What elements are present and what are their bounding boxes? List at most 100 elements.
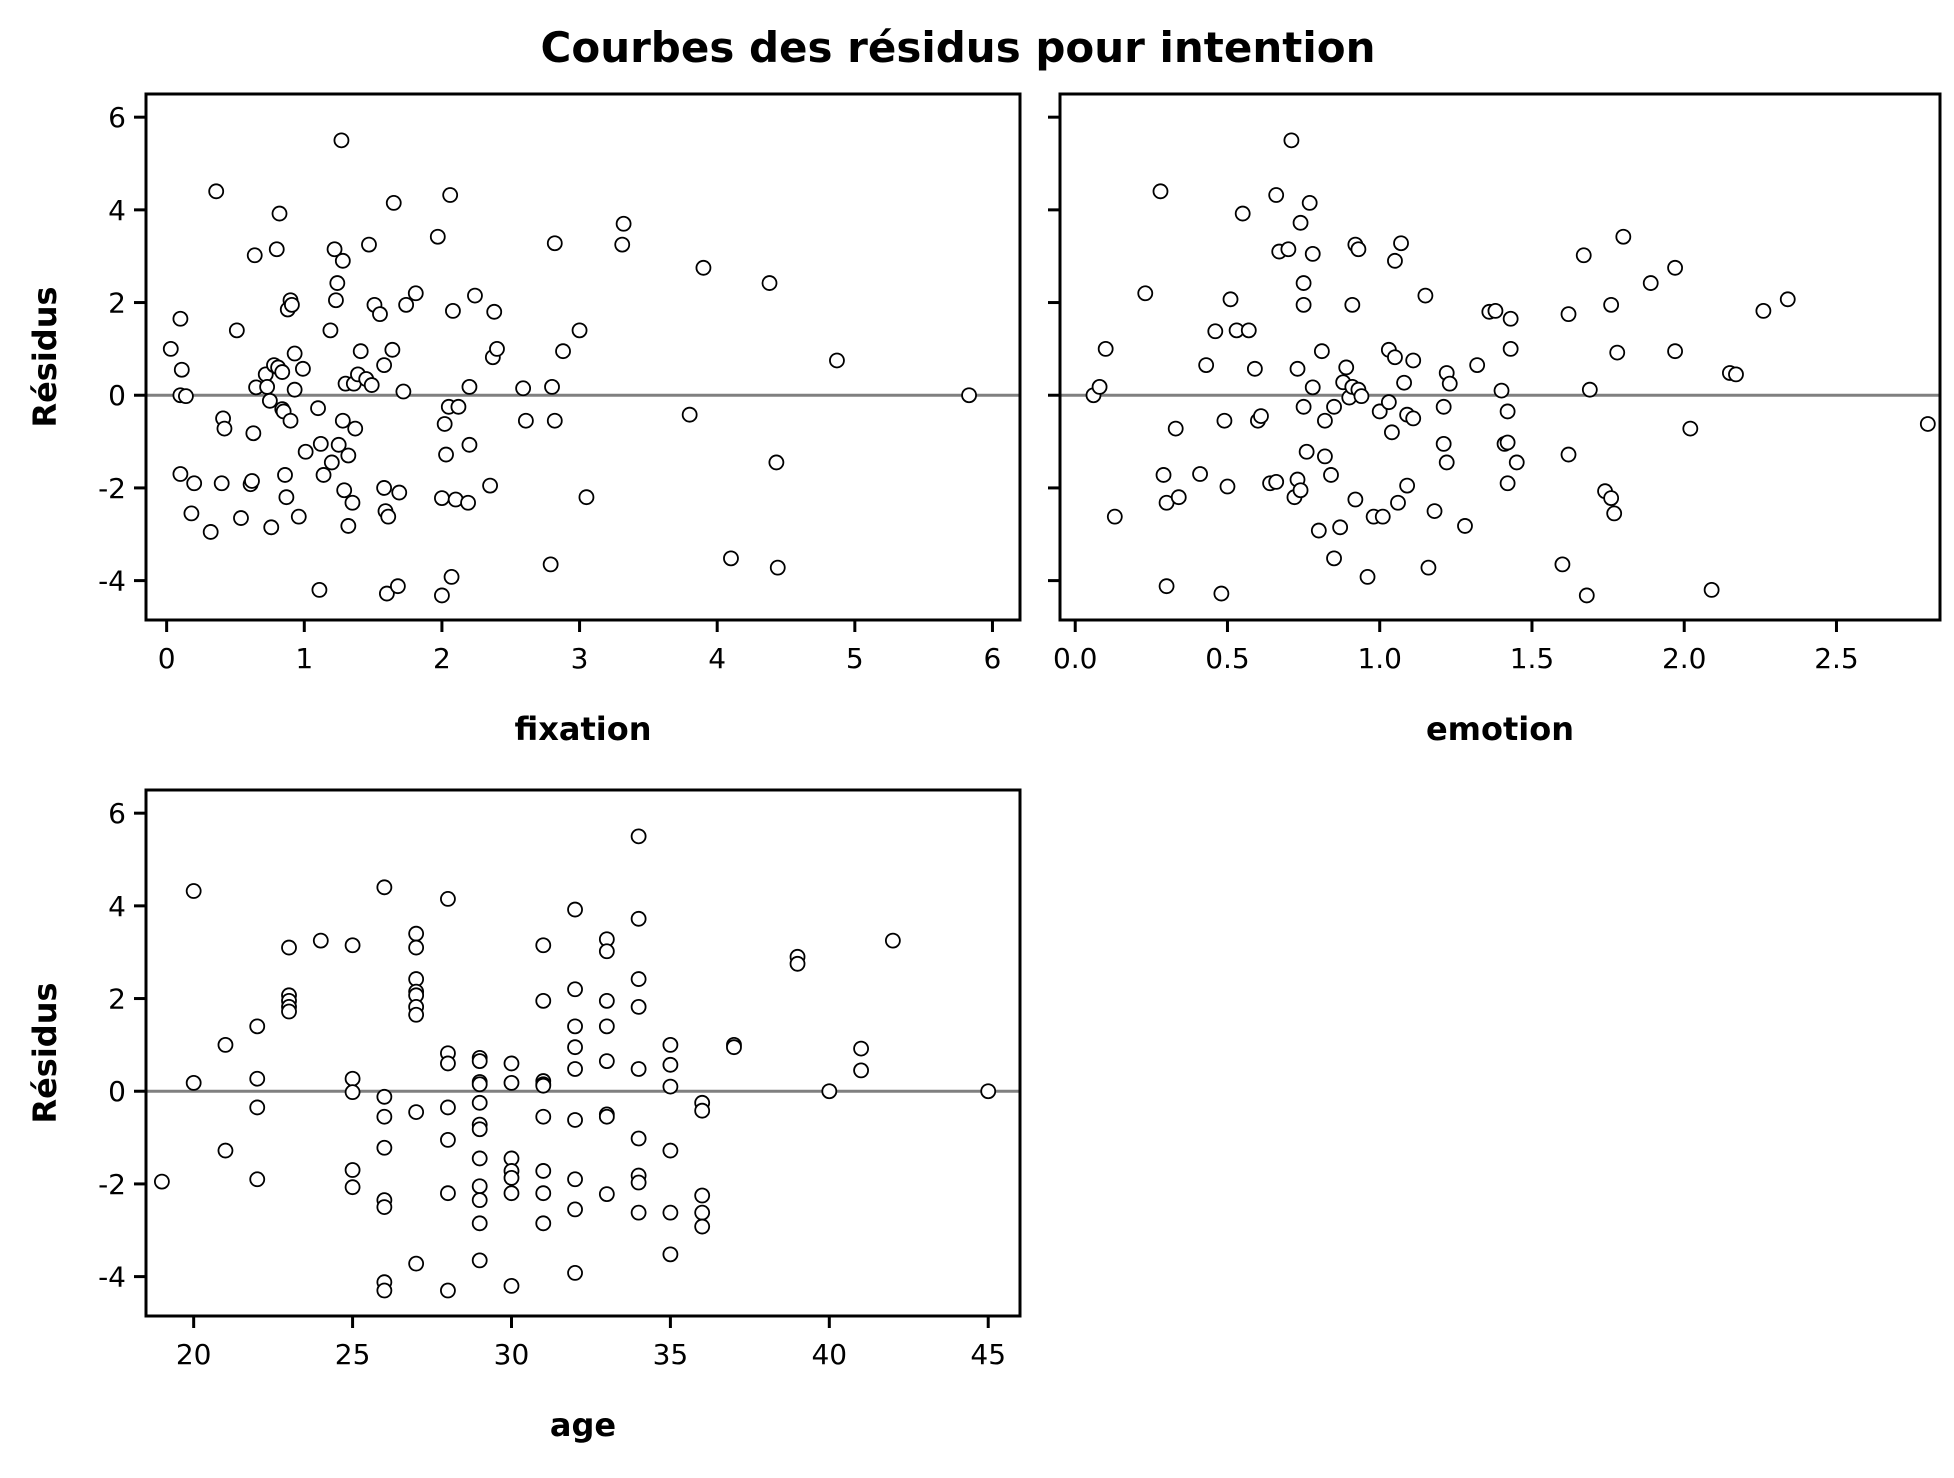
data-point <box>344 1179 361 1196</box>
data-point <box>535 1163 552 1179</box>
data-point <box>768 454 785 471</box>
data-point <box>471 1053 488 1070</box>
data-point <box>598 943 615 960</box>
data-point <box>328 292 344 309</box>
data-point <box>503 1055 520 1072</box>
data-point <box>535 937 552 954</box>
data-point <box>286 381 303 398</box>
scatter-points <box>162 132 977 604</box>
data-point <box>1292 214 1309 231</box>
data-point <box>244 473 260 489</box>
y-axis-ticks <box>1048 115 1060 583</box>
data-point <box>662 1246 679 1263</box>
data-point <box>1350 241 1367 258</box>
data-point <box>1575 247 1592 264</box>
data-point <box>334 252 351 269</box>
data-point <box>259 378 276 395</box>
data-point <box>517 412 534 429</box>
data-point <box>378 585 395 602</box>
data-point <box>884 932 901 949</box>
data-point <box>326 241 343 258</box>
x-tick-label: 20 <box>176 1338 212 1371</box>
data-point <box>471 1215 488 1232</box>
panel-age: 20 25 30 35 40 45 -4 -2 0 2 4 6 age Résidus <box>26 788 1022 1444</box>
data-point <box>434 587 450 604</box>
data-point <box>183 505 200 522</box>
data-point <box>1667 259 1683 276</box>
data-point <box>1158 578 1175 595</box>
data-point <box>1435 435 1452 452</box>
data-point <box>261 392 278 409</box>
data-point <box>217 1036 234 1053</box>
data-point <box>376 1088 393 1105</box>
data-point <box>598 1108 615 1125</box>
data-point <box>271 205 288 222</box>
scatter-points <box>153 828 997 1299</box>
y-tick-label: -4 <box>98 1261 126 1294</box>
data-point <box>408 939 425 956</box>
data-point <box>376 1199 393 1215</box>
y-tick-label: 4 <box>108 890 126 923</box>
data-point <box>436 416 453 432</box>
x-tick-label: 0.5 <box>1205 642 1250 675</box>
data-point <box>694 1204 711 1221</box>
data-point <box>281 1003 297 1020</box>
data-point <box>555 343 571 360</box>
data-point <box>330 436 347 453</box>
data-point <box>1441 375 1458 392</box>
data-point <box>408 1255 425 1272</box>
data-point <box>567 901 583 918</box>
data-point <box>1295 398 1312 415</box>
data-point <box>185 1074 202 1091</box>
y-tick-label: 0 <box>108 1075 126 1108</box>
x-tick-label: 3 <box>571 642 589 675</box>
data-point <box>376 1108 393 1125</box>
data-point <box>542 556 559 573</box>
data-point <box>173 361 190 378</box>
data-point <box>263 519 280 536</box>
data-point <box>297 443 314 460</box>
y-tick-label: 4 <box>108 194 126 227</box>
data-point <box>1682 420 1699 437</box>
data-point <box>630 1061 647 1077</box>
data-point <box>1417 287 1434 304</box>
data-point <box>1353 388 1370 405</box>
data-point <box>1213 585 1230 602</box>
data-point <box>1502 310 1519 327</box>
data-point <box>344 937 361 954</box>
data-point <box>315 467 332 483</box>
data-point <box>546 235 563 252</box>
data-point <box>1469 357 1486 374</box>
data-point <box>440 1055 456 1072</box>
x-tick-label: 5 <box>846 642 864 675</box>
data-point <box>440 1099 456 1116</box>
x-tick-label: 35 <box>653 1338 689 1371</box>
data-point <box>471 1076 488 1093</box>
data-point <box>312 932 329 949</box>
data-point <box>1499 403 1516 420</box>
x-tick-label: 2 <box>433 642 451 675</box>
data-point <box>290 508 307 525</box>
data-point <box>391 484 408 501</box>
data-point <box>1919 416 1936 432</box>
data-point <box>1344 296 1361 313</box>
data-point <box>1609 344 1626 361</box>
data-point <box>1457 518 1473 534</box>
data-point <box>1091 378 1108 395</box>
data-point <box>1554 556 1571 573</box>
data-point <box>1219 478 1236 495</box>
y-tick-label: -2 <box>98 472 126 505</box>
data-point <box>1603 296 1620 313</box>
data-point <box>1374 508 1391 525</box>
plot-frame <box>144 788 1022 1318</box>
data-point <box>1313 343 1330 360</box>
x-tick-label: 6 <box>984 642 1002 675</box>
data-point <box>336 482 353 499</box>
data-point <box>1246 360 1263 377</box>
data-point <box>515 380 532 397</box>
x-tick-label: 1 <box>295 642 313 675</box>
data-point <box>1603 490 1620 507</box>
data-point <box>662 1036 679 1053</box>
y-tick-label: -2 <box>98 1168 126 1201</box>
data-point <box>789 955 806 972</box>
